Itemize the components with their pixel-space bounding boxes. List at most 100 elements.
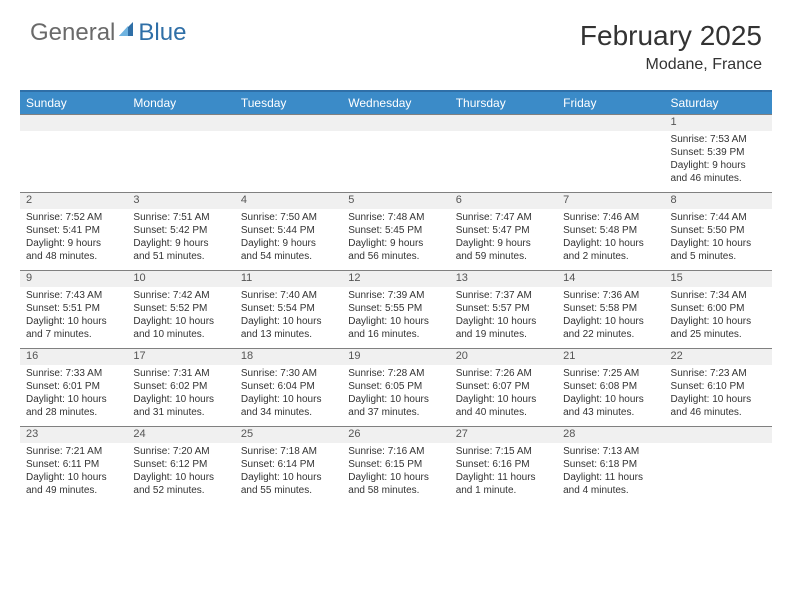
daylight-text: and 13 minutes. xyxy=(241,328,336,341)
daylight-text: Daylight: 10 hours xyxy=(671,315,766,328)
daylight-text: Daylight: 9 hours xyxy=(133,237,228,250)
day-detail-cell: Sunrise: 7:23 AMSunset: 6:10 PMDaylight:… xyxy=(665,365,772,427)
day-detail-cell xyxy=(235,131,342,193)
day-detail-cell: Sunrise: 7:25 AMSunset: 6:08 PMDaylight:… xyxy=(557,365,664,427)
daylight-text: and 46 minutes. xyxy=(671,406,766,419)
day-number-cell: 1 xyxy=(665,115,772,131)
sunset-text: Sunset: 6:08 PM xyxy=(563,380,658,393)
day-detail-cell: Sunrise: 7:47 AMSunset: 5:47 PMDaylight:… xyxy=(450,209,557,271)
daylight-text: Daylight: 10 hours xyxy=(671,237,766,250)
day-number-row: 2345678 xyxy=(20,193,772,209)
day-number: 21 xyxy=(557,349,664,363)
day-detail-cell: Sunrise: 7:51 AMSunset: 5:42 PMDaylight:… xyxy=(127,209,234,271)
sunset-text: Sunset: 5:48 PM xyxy=(563,224,658,237)
day-detail-cell: Sunrise: 7:43 AMSunset: 5:51 PMDaylight:… xyxy=(20,287,127,349)
day-detail-cell xyxy=(557,131,664,193)
sunrise-text: Sunrise: 7:13 AM xyxy=(563,445,658,458)
day-detail-cell: Sunrise: 7:40 AMSunset: 5:54 PMDaylight:… xyxy=(235,287,342,349)
day-number-cell xyxy=(342,115,449,131)
daylight-text: and 10 minutes. xyxy=(133,328,228,341)
day-number-row: 232425262728 xyxy=(20,427,772,443)
sunset-text: Sunset: 6:02 PM xyxy=(133,380,228,393)
day-detail-cell: Sunrise: 7:46 AMSunset: 5:48 PMDaylight:… xyxy=(557,209,664,271)
day-detail-cell: Sunrise: 7:44 AMSunset: 5:50 PMDaylight:… xyxy=(665,209,772,271)
daylight-text: and 54 minutes. xyxy=(241,250,336,263)
logo-text-blue: Blue xyxy=(138,21,186,45)
day-detail-cell: Sunrise: 7:53 AMSunset: 5:39 PMDaylight:… xyxy=(665,131,772,193)
sunrise-text: Sunrise: 7:37 AM xyxy=(456,289,551,302)
day-number-cell xyxy=(20,115,127,131)
sunrise-text: Sunrise: 7:43 AM xyxy=(26,289,121,302)
location: Modane, France xyxy=(580,56,762,74)
day-number-cell xyxy=(665,427,772,443)
sunset-text: Sunset: 6:10 PM xyxy=(671,380,766,393)
day-number-cell: 9 xyxy=(20,271,127,287)
day-detail-row: Sunrise: 7:21 AMSunset: 6:11 PMDaylight:… xyxy=(20,443,772,505)
daylight-text: and 43 minutes. xyxy=(563,406,658,419)
day-number: 15 xyxy=(665,271,772,285)
daylight-text: Daylight: 10 hours xyxy=(26,393,121,406)
day-detail-row: Sunrise: 7:33 AMSunset: 6:01 PMDaylight:… xyxy=(20,365,772,427)
day-number-row: 16171819202122 xyxy=(20,349,772,365)
daylight-text: Daylight: 11 hours xyxy=(563,471,658,484)
day-number: 6 xyxy=(450,193,557,207)
daylight-text: and 48 minutes. xyxy=(26,250,121,263)
daylight-text: and 19 minutes. xyxy=(456,328,551,341)
daylight-text: Daylight: 9 hours xyxy=(348,237,443,250)
sunset-text: Sunset: 5:54 PM xyxy=(241,302,336,315)
weekday-header: Saturday xyxy=(665,91,772,115)
logo-text-general: General xyxy=(30,21,115,45)
day-detail-cell xyxy=(665,443,772,505)
day-number-cell: 3 xyxy=(127,193,234,209)
sunset-text: Sunset: 6:18 PM xyxy=(563,458,658,471)
sunrise-text: Sunrise: 7:42 AM xyxy=(133,289,228,302)
daylight-text: and 22 minutes. xyxy=(563,328,658,341)
day-number-cell: 26 xyxy=(342,427,449,443)
sunset-text: Sunset: 6:05 PM xyxy=(348,380,443,393)
daylight-text: and 2 minutes. xyxy=(563,250,658,263)
day-detail-cell: Sunrise: 7:39 AMSunset: 5:55 PMDaylight:… xyxy=(342,287,449,349)
daylight-text: and 52 minutes. xyxy=(133,484,228,497)
day-number: 28 xyxy=(557,427,664,441)
weekday-header: Monday xyxy=(127,91,234,115)
day-detail-cell: Sunrise: 7:42 AMSunset: 5:52 PMDaylight:… xyxy=(127,287,234,349)
sunrise-text: Sunrise: 7:34 AM xyxy=(671,289,766,302)
sunrise-text: Sunrise: 7:20 AM xyxy=(133,445,228,458)
sunset-text: Sunset: 6:12 PM xyxy=(133,458,228,471)
day-number: 19 xyxy=(342,349,449,363)
day-number-cell: 7 xyxy=(557,193,664,209)
day-detail-row: Sunrise: 7:52 AMSunset: 5:41 PMDaylight:… xyxy=(20,209,772,271)
sunset-text: Sunset: 5:42 PM xyxy=(133,224,228,237)
day-number-cell: 4 xyxy=(235,193,342,209)
sunset-text: Sunset: 5:39 PM xyxy=(671,146,766,159)
day-number: 5 xyxy=(342,193,449,207)
daylight-text: Daylight: 9 hours xyxy=(671,159,766,172)
sunset-text: Sunset: 6:16 PM xyxy=(456,458,551,471)
day-number: 14 xyxy=(557,271,664,285)
logo: General Blue xyxy=(30,20,186,45)
sunset-text: Sunset: 6:07 PM xyxy=(456,380,551,393)
sunset-text: Sunset: 5:45 PM xyxy=(348,224,443,237)
day-number-cell xyxy=(557,115,664,131)
day-detail-cell xyxy=(450,131,557,193)
sunset-text: Sunset: 5:58 PM xyxy=(563,302,658,315)
day-number: 7 xyxy=(557,193,664,207)
sunrise-text: Sunrise: 7:48 AM xyxy=(348,211,443,224)
daylight-text: Daylight: 10 hours xyxy=(348,471,443,484)
day-number-cell: 23 xyxy=(20,427,127,443)
sunrise-text: Sunrise: 7:21 AM xyxy=(26,445,121,458)
weekday-header: Friday xyxy=(557,91,664,115)
daylight-text: Daylight: 10 hours xyxy=(563,237,658,250)
sunrise-text: Sunrise: 7:15 AM xyxy=(456,445,551,458)
day-detail-cell: Sunrise: 7:13 AMSunset: 6:18 PMDaylight:… xyxy=(557,443,664,505)
day-number: 12 xyxy=(342,271,449,285)
day-number-cell: 2 xyxy=(20,193,127,209)
day-number: 27 xyxy=(450,427,557,441)
sunrise-text: Sunrise: 7:23 AM xyxy=(671,367,766,380)
day-detail-cell: Sunrise: 7:37 AMSunset: 5:57 PMDaylight:… xyxy=(450,287,557,349)
sunset-text: Sunset: 5:52 PM xyxy=(133,302,228,315)
day-number: 10 xyxy=(127,271,234,285)
daylight-text: Daylight: 10 hours xyxy=(241,471,336,484)
daylight-text: and 59 minutes. xyxy=(456,250,551,263)
day-detail-cell: Sunrise: 7:52 AMSunset: 5:41 PMDaylight:… xyxy=(20,209,127,271)
